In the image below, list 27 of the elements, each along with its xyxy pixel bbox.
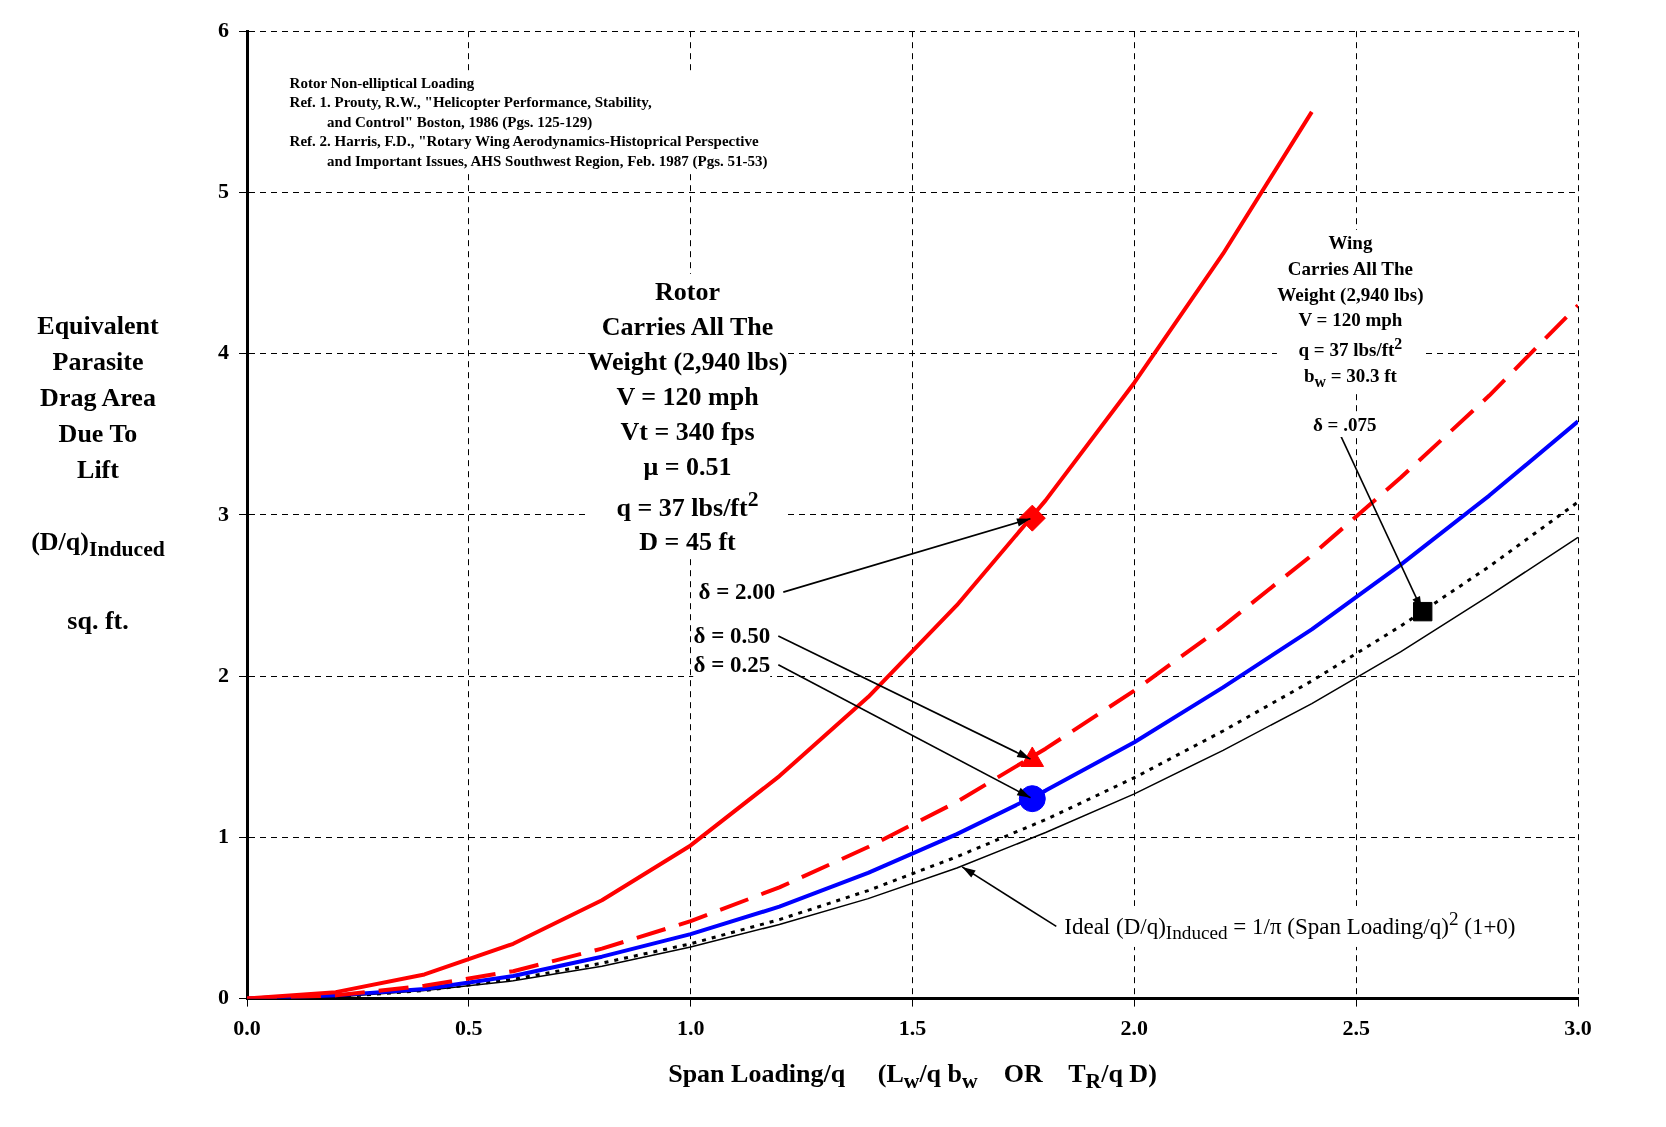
annotation: Ideal (D/q)$_{Induced}$ = 1/π (Span Loading/q)$^{2}$ (1+0) (1064, 906, 1516, 947)
x-tick-label: 1.5 (898, 1015, 927, 1041)
x-tick-label: 0.5 (455, 1015, 483, 1041)
annotation: δ = 2.00 (698, 576, 776, 608)
y-tick-label: 3 (218, 500, 229, 526)
y-tick-label: 4 (218, 339, 229, 365)
point (1018, 785, 1046, 813)
x-tick-label: 2.0 (1120, 1015, 1149, 1041)
text: Rotor Carries All The Weight (2,940 lbs) V = 120 mph Vt = 340 fps μ = 0.51 q = 37 lbs/ft$^{2}$ D = 45 ft (587, 277, 788, 557)
y-tick-label: 5 (218, 178, 229, 204)
y-tick-label: 0 (218, 984, 229, 1010)
x-tick-label: 0.0 (233, 1015, 261, 1041)
point (1413, 601, 1433, 622)
x-tick-label: 1.0 (676, 1015, 705, 1041)
y-tick-label: 6 (218, 16, 229, 42)
annotation: δ = 0.50 (693, 620, 771, 652)
y-tick-label: 1 (218, 823, 229, 849)
annotation: δ = 0.25 (693, 649, 771, 681)
text: Equivalent Parasite Drag Area Due To Lift (D/q)$_{Induced}$ sq. ft. (31, 311, 165, 636)
annotation: δ = .075 (1312, 411, 1377, 438)
text: Wing Carries All The Weight (2,940 lbs) V = 120 mph q = 37 lbs/ft$^{2}$ b$_{w}$ = 30.3 ft (1277, 232, 1424, 390)
x-tick-label: 2.5 (1342, 1015, 1370, 1041)
x-axis-title: Span Loading/q (L$_{w}$/q b$_{w}$ OR T$_{R}$/q D) (667, 1058, 1158, 1094)
annotation: Rotor Non-elliptical Loading Ref. 1. Prouty, R.W., "Helicopter Performance, Stability, and Control" Boston, 1986 (Pgs. 125-129) Ref. 2. Harris, F.D., "Rotary Wing Aerodynamics-Histoprical Perspective and Important Issues, AHS Southwest Region, Feb. 1987 (Pgs. 51-53) (289, 73, 768, 172)
y-tick-label: 2 (218, 661, 229, 687)
point (1018, 504, 1046, 532)
x-tick-label: 3.0 (1564, 1015, 1592, 1041)
